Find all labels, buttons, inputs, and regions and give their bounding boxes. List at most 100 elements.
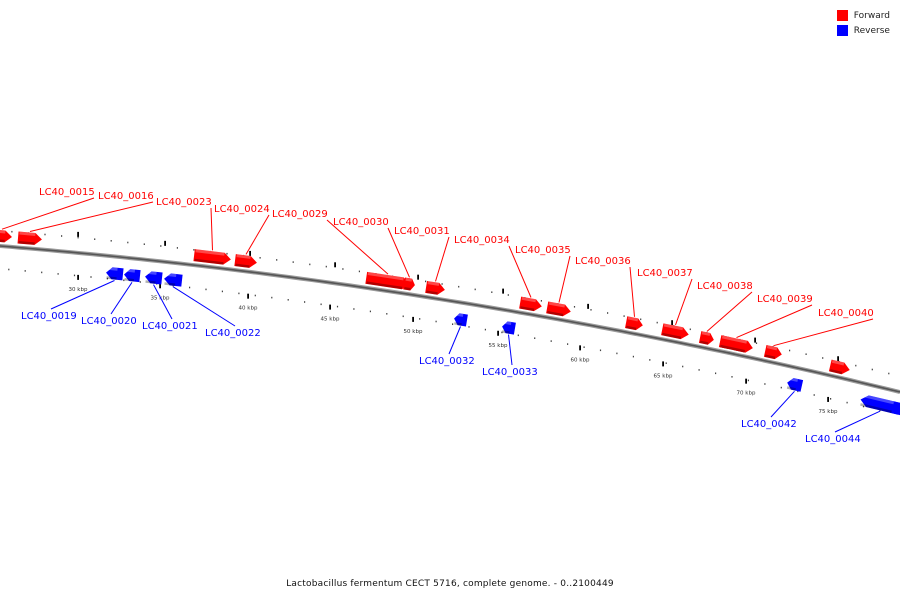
scale-tick-label: 70 kbp: [737, 391, 756, 397]
forward-swatch: [836, 10, 848, 21]
gene-leader-line: [736, 304, 813, 339]
gene-label[interactable]: LC40_0023: [156, 197, 212, 208]
gene-label[interactable]: LC40_0037: [637, 268, 693, 279]
gene-lc40-0044[interactable]: [859, 393, 900, 415]
gene-block[interactable]: [828, 359, 851, 376]
genome-caption: Lactobacillus fermentum CECT 5716, compl…: [286, 579, 614, 589]
gene-leader-line: [558, 255, 571, 303]
scale-tick: [164, 240, 166, 246]
gene-label[interactable]: LC40_0022: [205, 328, 261, 339]
scale-tick-label: 75 kbp: [819, 409, 838, 415]
gene-lc40-0040[interactable]: [763, 345, 783, 360]
gene-label[interactable]: LC40_0038: [697, 281, 753, 292]
gene-lc40-0036[interactable]: [625, 316, 644, 331]
gene-label[interactable]: LC40_0044: [805, 434, 861, 445]
scale-tick: [827, 396, 829, 402]
scale-tick-label: 30 kbp: [69, 287, 88, 293]
scale-tick-label: 65 kbp: [654, 373, 673, 379]
gene-leader-line: [629, 266, 635, 317]
scale-tick: [249, 250, 251, 256]
scale-tick: [334, 262, 336, 268]
gene-label[interactable]: LC40_0029: [272, 209, 328, 220]
scale-tick: [579, 345, 581, 351]
gene-lc40-0033[interactable]: [501, 320, 516, 335]
scale-tick: [671, 320, 673, 326]
scale-tick: [412, 316, 414, 322]
gene-lc40-0016[interactable]: [17, 231, 43, 245]
gene-lc40-0038[interactable]: [698, 331, 715, 346]
gene-leader-line: [245, 214, 270, 255]
scale-tick-label: 40 kbp: [239, 306, 258, 312]
gene-label[interactable]: LC40_0020: [81, 316, 137, 327]
gene-label[interactable]: LC40_0032: [419, 356, 475, 367]
gene-lc40-0032[interactable]: [453, 312, 468, 327]
gene-label[interactable]: LC40_0042: [741, 419, 797, 430]
gene-leader-line: [210, 207, 213, 251]
scale-tick: [77, 231, 79, 237]
scale-tick: [837, 356, 839, 362]
gene-leader-line: [326, 219, 389, 275]
gene-leader-line: [773, 318, 874, 347]
scale-tick: [745, 378, 747, 384]
reverse-swatch: [836, 25, 848, 36]
gene-lc40-0024[interactable]: [234, 254, 257, 269]
gene-label[interactable]: LC40_0015: [39, 187, 95, 198]
gene-label[interactable]: LC40_0016: [98, 191, 154, 202]
gene-leader-line: [172, 286, 236, 327]
gene-leader-line: [435, 236, 450, 282]
gene-lc40-0022[interactable]: [163, 272, 183, 287]
gene-lc40-0020[interactable]: [123, 268, 141, 283]
gene-leader-line: [29, 201, 154, 232]
legend-reverse[interactable]: Reverse: [836, 23, 890, 38]
scale-tick-label: 55 kbp: [489, 343, 508, 349]
gene-lc40-0031[interactable]: [425, 280, 446, 296]
gene-lc40-0042[interactable]: [786, 377, 804, 392]
gene-leader-line: [50, 280, 115, 310]
gene-leader-line: [448, 326, 461, 355]
legend-forward[interactable]: Forward: [836, 8, 890, 23]
gene-label[interactable]: LC40_0035: [515, 245, 571, 256]
scale-tick: [754, 337, 756, 343]
gene-leader-line: [834, 410, 881, 433]
gene-leader-line: [110, 282, 133, 315]
gene-label[interactable]: LC40_0030: [333, 217, 389, 228]
gene-lc40-0037[interactable]: [661, 323, 690, 340]
scale-tick: [159, 283, 161, 289]
gene-lc40-0030[interactable]: [403, 277, 416, 292]
gene-label[interactable]: LC40_0021: [142, 321, 198, 332]
scale-tick: [329, 304, 331, 310]
scale-tick: [417, 274, 419, 280]
gene-lc40-0015[interactable]: [0, 229, 12, 243]
scale-tick: [247, 293, 249, 299]
gene-label[interactable]: LC40_0040: [818, 308, 874, 319]
scale-tick: [502, 288, 504, 294]
gene-leader-line: [675, 278, 693, 326]
legend-forward-label: Forward: [853, 10, 890, 21]
gene-label[interactable]: LC40_0024: [214, 204, 270, 215]
gene-lc40-0039[interactable]: [719, 335, 754, 354]
gene-lc40-0029[interactable]: [365, 271, 410, 290]
gene-lc40-0019[interactable]: [105, 266, 124, 281]
gene-label[interactable]: LC40_0031: [394, 226, 450, 237]
gene-leader-line: [508, 245, 532, 298]
scale-tick-label: 35 kbp: [151, 295, 170, 301]
gene-label[interactable]: LC40_0039: [757, 294, 813, 305]
minor-ticks: [8, 230, 890, 412]
gene-lc40-0021[interactable]: [144, 270, 163, 285]
gene-leader-line: [387, 227, 410, 278]
gene-label[interactable]: LC40_0034: [454, 235, 510, 246]
gene-leader-line: [153, 284, 173, 320]
gene-leader-line: [770, 390, 795, 418]
gene-leader-line: [706, 291, 753, 332]
scale-tick-label: 50 kbp: [404, 329, 423, 335]
gene-lc40-0035[interactable]: [546, 301, 572, 317]
gene-label[interactable]: LC40_0019: [21, 311, 77, 322]
scale-tick-label: 60 kbp: [571, 357, 590, 363]
gene-label[interactable]: LC40_0033: [482, 367, 538, 378]
scale-tick: [497, 330, 499, 336]
gene-lc40-0034[interactable]: [519, 296, 543, 313]
scale-tick: [77, 274, 79, 280]
gene-lc40-0023[interactable]: [193, 249, 231, 265]
scale-tick-label: 45 kbp: [321, 317, 340, 323]
gene-label[interactable]: LC40_0036: [575, 256, 631, 267]
